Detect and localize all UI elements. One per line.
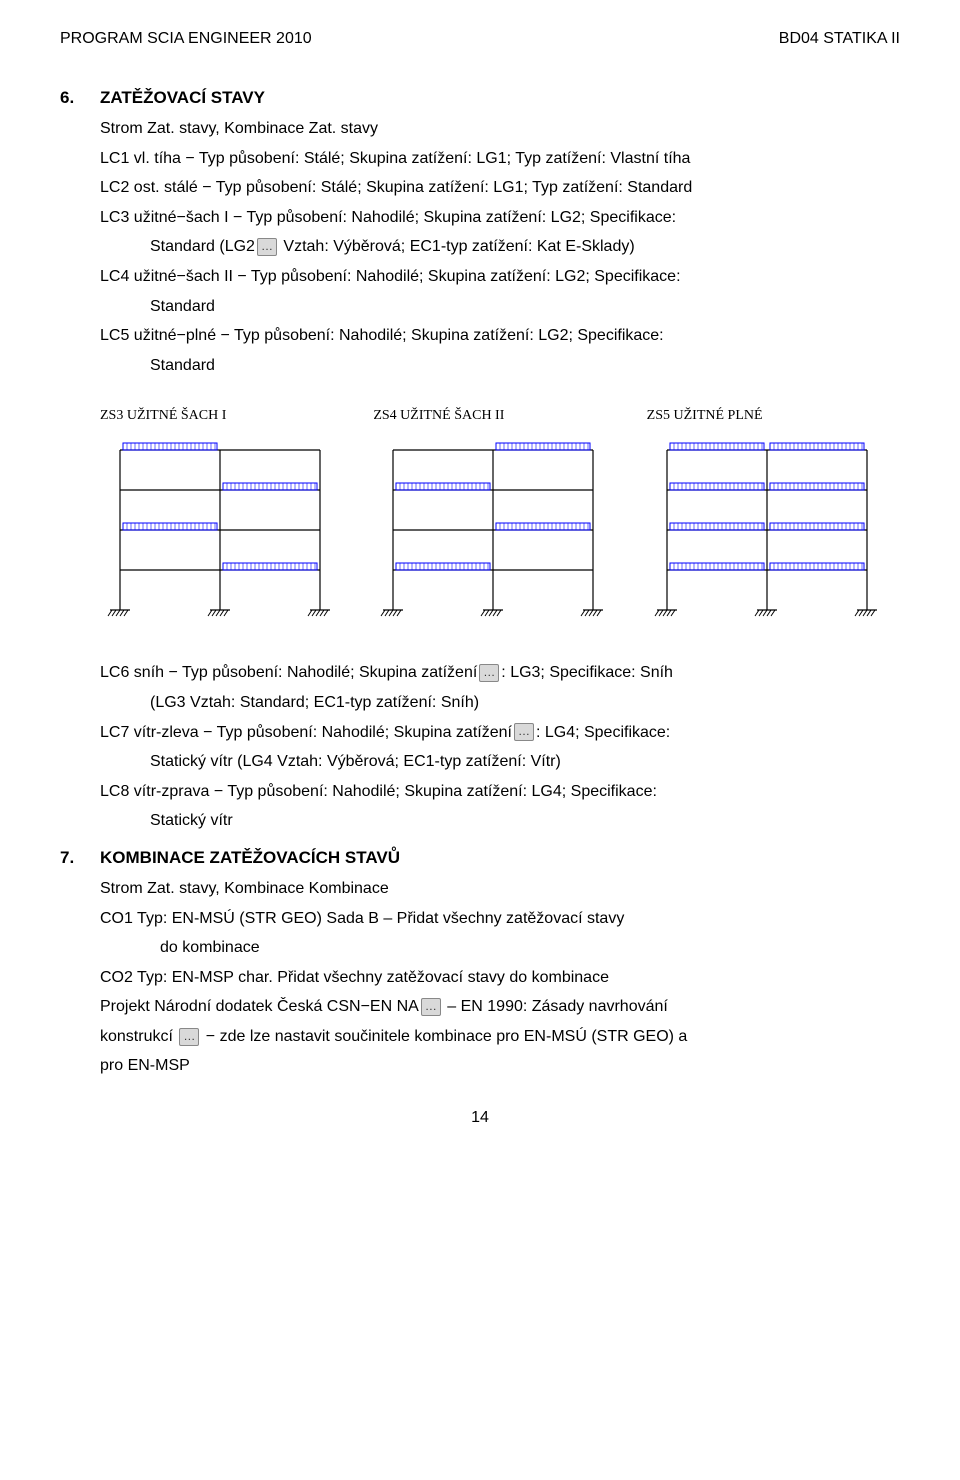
section-7-num: 7.: [60, 848, 100, 868]
diagram-zs4-svg: [373, 430, 623, 620]
s7-l1: Strom Zat. stavy, Kombinace Kombinace: [100, 876, 900, 902]
s6-l6b: Standard: [100, 353, 900, 379]
s6-l7c: (LG3 Vztah: Standard; EC1-typ zatížení: …: [100, 690, 900, 716]
s7-l2: CO1 Typ: EN-MSÚ (STR GEO) Sada B – Přida…: [100, 906, 900, 932]
s7-l4: Projekt Národní dodatek Česká CSN−EN NA …: [100, 994, 900, 1020]
s6-l3: LC2 ost. stálé − Typ působení: Stálé; Sk…: [100, 175, 900, 201]
section-6-num: 6.: [60, 88, 100, 108]
s7-l3: CO2 Typ: EN-MSP char. Přidat všechny zat…: [100, 965, 900, 991]
s6-l4b-b: Vztah: Výběrová; EC1-typ zatížení: Kat E…: [279, 238, 635, 255]
s7-l6: pro EN-MSP: [100, 1053, 900, 1079]
section-7-body: Strom Zat. stavy, Kombinace Kombinace CO…: [100, 876, 900, 1079]
s7-l2b: do kombinace: [100, 935, 900, 961]
section-6-heading: 6. ZATĚŽOVACÍ STAVY: [60, 88, 900, 108]
ellipsis-icon[interactable]: [514, 723, 534, 741]
s7-l4b: – EN 1990: Zásady navrhování: [443, 998, 668, 1015]
s7-l5b: − zde lze nastavit součinitele kombinace…: [201, 1028, 687, 1045]
s7-l5a: konstrukcí: [100, 1028, 177, 1045]
header-right: BD04 STATIKA II: [779, 30, 900, 48]
s6-l9a: LC8 vítr-zprava − Typ působení: Nahodilé…: [100, 779, 900, 805]
s6-l7b: : LG3; Specifikace: Sníh: [501, 664, 673, 681]
diagram-zs4: ZS4 UŽITNÉ ŠACH II: [373, 408, 626, 620]
s6-l8a: LC7 vítr-zleva − Typ působení: Nahodilé;…: [100, 724, 512, 741]
s6-l8: LC7 vítr-zleva − Typ působení: Nahodilé;…: [100, 720, 900, 746]
s6-l8c: Statický vítr (LG4 Vztah: Výběrová; EC1-…: [100, 749, 900, 775]
page-header: PROGRAM SCIA ENGINEER 2010 BD04 STATIKA …: [60, 30, 900, 48]
s7-l4a: Projekt Národní dodatek Česká CSN−EN NA: [100, 998, 419, 1015]
diagram-zs3-svg: [100, 430, 350, 620]
s6-l1: Strom Zat. stavy, Kombinace Zat. stavy: [100, 116, 900, 142]
s6-l5b: Standard: [100, 294, 900, 320]
section-6-title: ZATĚŽOVACÍ STAVY: [100, 88, 265, 108]
s6-l4b: Standard (LG2 Vztah: Výběrová; EC1-typ z…: [100, 234, 900, 260]
header-left: PROGRAM SCIA ENGINEER 2010: [60, 30, 312, 48]
s6-l7: LC6 sníh − Typ působení: Nahodilé; Skupi…: [100, 660, 900, 686]
diagram-zs5-title: ZS5 UŽITNÉ PLNÉ: [647, 408, 900, 424]
s6-l4b-a: Standard (LG2: [150, 238, 255, 255]
s6-l6a: LC5 užitné−plné − Typ působení: Nahodilé…: [100, 323, 900, 349]
section-7-title: KOMBINACE ZATĚŽOVACÍCH STAVŮ: [100, 848, 400, 868]
s6-l4a: LC3 užitné−šach I − Typ působení: Nahodi…: [100, 205, 900, 231]
page-number: 14: [60, 1109, 900, 1127]
diagram-zs3: ZS3 UŽITNÉ ŠACH I: [100, 408, 353, 620]
s6-l7a: LC6 sníh − Typ působení: Nahodilé; Skupi…: [100, 664, 477, 681]
section-7-heading: 7. KOMBINACE ZATĚŽOVACÍCH STAVŮ: [60, 848, 900, 868]
diagram-zs4-title: ZS4 UŽITNÉ ŠACH II: [373, 408, 626, 424]
s7-l5: konstrukcí − zde lze nastavit součinitel…: [100, 1024, 900, 1050]
ellipsis-icon[interactable]: [179, 1028, 199, 1046]
s6-l8b: : LG4; Specifikace:: [536, 724, 670, 741]
diagram-zs3-title: ZS3 UŽITNÉ ŠACH I: [100, 408, 353, 424]
section-6-body: Strom Zat. stavy, Kombinace Zat. stavy L…: [100, 116, 900, 378]
diagram-zs5-svg: [647, 430, 897, 620]
ellipsis-icon[interactable]: [421, 998, 441, 1016]
diagram-zs5: ZS5 UŽITNÉ PLNÉ: [647, 408, 900, 620]
section-6-body2: LC6 sníh − Typ působení: Nahodilé; Skupi…: [100, 660, 900, 834]
diagram-row: ZS3 UŽITNÉ ŠACH I ZS4 UŽITNÉ ŠACH II ZS5…: [100, 408, 900, 620]
s6-l2: LC1 vl. tíha − Typ působení: Stálé; Skup…: [100, 146, 900, 172]
ellipsis-icon[interactable]: [479, 664, 499, 682]
s6-l5a: LC4 užitné−šach II − Typ působení: Nahod…: [100, 264, 900, 290]
ellipsis-icon[interactable]: [257, 238, 277, 256]
s6-l9b: Statický vítr: [100, 808, 900, 834]
